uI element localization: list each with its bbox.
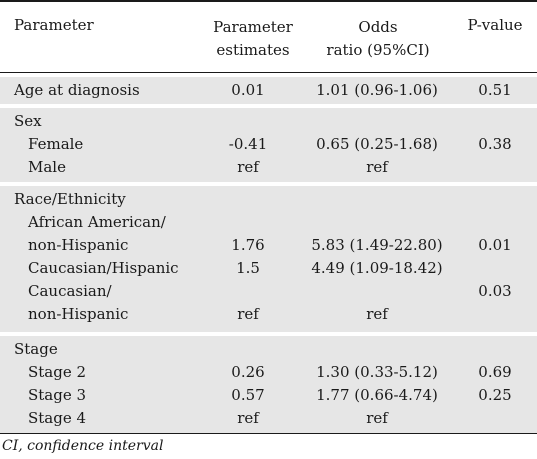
stage4-odds-ratio: ref: [366, 409, 388, 427]
table-row-african-american: non-Hispanic 1.76 5.83 (1.49-22.80) 0.01: [0, 234, 537, 257]
table-row-age: Age at diagnosis 0.01 1.01 (0.96-1.06) 0…: [0, 79, 537, 102]
header-rule: [0, 72, 537, 73]
bottom-rule: [0, 433, 537, 434]
stage4-label: Stage 4: [28, 409, 87, 427]
stage2-label: Stage 2: [28, 363, 87, 381]
table-row-stage3: Stage 3 0.57 1.77 (0.66-4.74) 0.25: [0, 384, 537, 407]
section-sex: Sex Female -0.41 0.65 (0.25-1.68) 0.38 M…: [0, 108, 537, 182]
sex-title-row: Sex: [0, 110, 537, 133]
cn-label-line2: non-Hispanic: [28, 305, 129, 323]
male-label: Male: [28, 158, 66, 176]
stage2-estimate: 0.26: [231, 363, 265, 381]
header-estimates-line1: Parameter: [213, 18, 293, 36]
cn-odds-ratio: ref: [366, 305, 388, 323]
stage3-odds-ratio: 1.77 (0.66-4.74): [316, 386, 438, 404]
table-row-caucasian-hispanic: Caucasian/Hispanic 1.5 4.49 (1.09-18.42): [0, 257, 537, 280]
aa-pvalue: 0.01: [478, 236, 512, 254]
age-pvalue: 0.51: [478, 81, 512, 99]
sex-title: Sex: [14, 112, 42, 130]
table-row-stage2: Stage 2 0.26 1.30 (0.33-5.12) 0.69: [0, 361, 537, 384]
header-odds-line1: Odds: [358, 18, 398, 36]
section-stage: Stage Stage 2 0.26 1.30 (0.33-5.12) 0.69…: [0, 336, 537, 433]
race-title: Race/Ethnicity: [14, 190, 126, 208]
header-odds-ratio: Odds ratio (95%CI): [308, 16, 448, 62]
male-odds-ratio: ref: [366, 158, 388, 176]
ch-odds-ratio: 4.49 (1.09-18.42): [311, 259, 443, 277]
age-estimate: 0.01: [231, 81, 265, 99]
header-estimates: Parameter estimates: [210, 16, 296, 62]
cn-label-line1: Caucasian/: [28, 282, 112, 300]
header-odds-line2: ratio (95%CI): [326, 41, 430, 59]
stage2-pvalue: 0.69: [478, 363, 512, 381]
female-estimate: -0.41: [228, 135, 268, 153]
table-header: Parameter Parameter estimates Odds ratio…: [0, 2, 537, 72]
female-pvalue: 0.38: [478, 135, 512, 153]
table-row-aa-line1: African American/: [0, 211, 537, 234]
section-age: Age at diagnosis 0.01 1.01 (0.96-1.06) 0…: [0, 77, 537, 104]
table-row-male: Male ref ref: [0, 156, 537, 179]
stage-title: Stage: [14, 340, 58, 358]
header-pvalue: P-value: [467, 16, 523, 34]
cn-pvalue: 0.03: [478, 282, 512, 300]
table-row-female: Female -0.41 0.65 (0.25-1.68) 0.38: [0, 133, 537, 156]
aa-odds-ratio: 5.83 (1.49-22.80): [311, 236, 443, 254]
header-estimates-line2: estimates: [216, 41, 290, 59]
aa-label-line2: non-Hispanic: [28, 236, 129, 254]
top-rule: [0, 0, 537, 2]
age-label: Age at diagnosis: [14, 81, 140, 99]
table-row-cn-line1: Caucasian/ 0.03: [0, 280, 537, 303]
header-parameter: Parameter: [14, 16, 94, 34]
female-label: Female: [28, 135, 84, 153]
stage3-estimate: 0.57: [231, 386, 265, 404]
race-title-row: Race/Ethnicity: [0, 188, 537, 211]
female-odds-ratio: 0.65 (0.25-1.68): [316, 135, 438, 153]
age-odds-ratio: 1.01 (0.96-1.06): [316, 81, 438, 99]
cn-estimate: ref: [237, 305, 259, 323]
stage4-estimate: ref: [237, 409, 259, 427]
stage-title-row: Stage: [0, 338, 537, 361]
aa-estimate: 1.76: [231, 236, 265, 254]
ch-estimate: 1.5: [236, 259, 260, 277]
table-footnote: CI, confidence interval: [2, 438, 164, 454]
aa-label-line1: African American/: [28, 213, 166, 231]
table-row-caucasian-non-hispanic: non-Hispanic ref ref: [0, 303, 537, 326]
stage2-odds-ratio: 1.30 (0.33-5.12): [316, 363, 438, 381]
stage3-label: Stage 3: [28, 386, 87, 404]
stage3-pvalue: 0.25: [478, 386, 512, 404]
male-estimate: ref: [237, 158, 259, 176]
section-race: Race/Ethnicity African American/ non-His…: [0, 186, 537, 332]
table-row-stage4: Stage 4 ref ref: [0, 407, 537, 430]
ch-label: Caucasian/Hispanic: [28, 259, 179, 277]
